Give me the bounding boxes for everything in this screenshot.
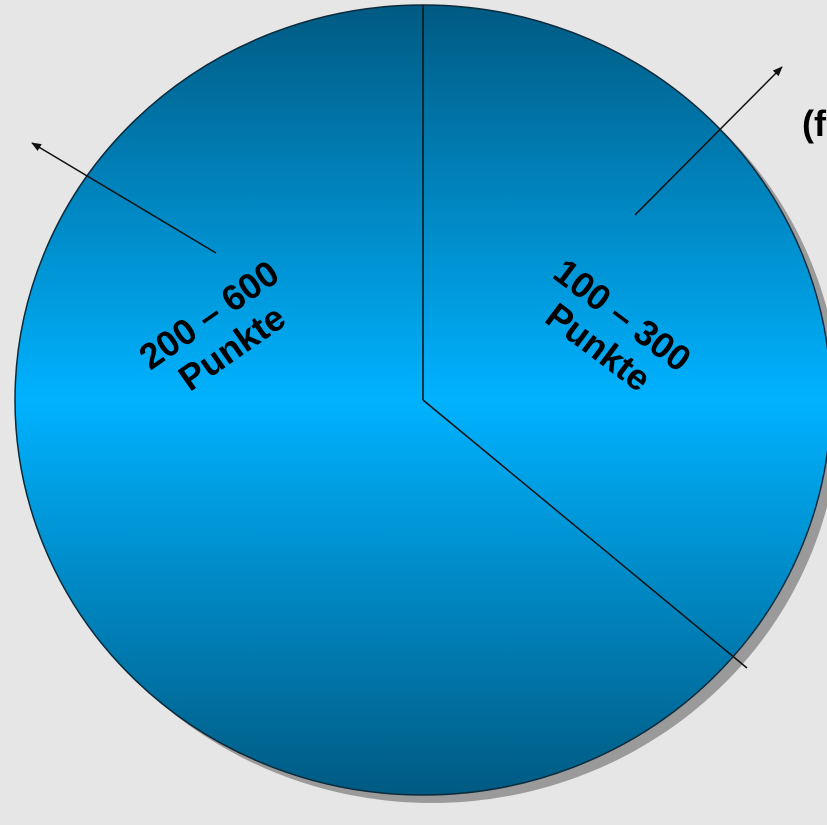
arrow-left: [31, 142, 217, 254]
edge-text: (f: [802, 103, 827, 144]
divider-diagonal: [422, 399, 748, 669]
pie-circle: [14, 4, 827, 796]
arrow-right: [634, 66, 783, 216]
